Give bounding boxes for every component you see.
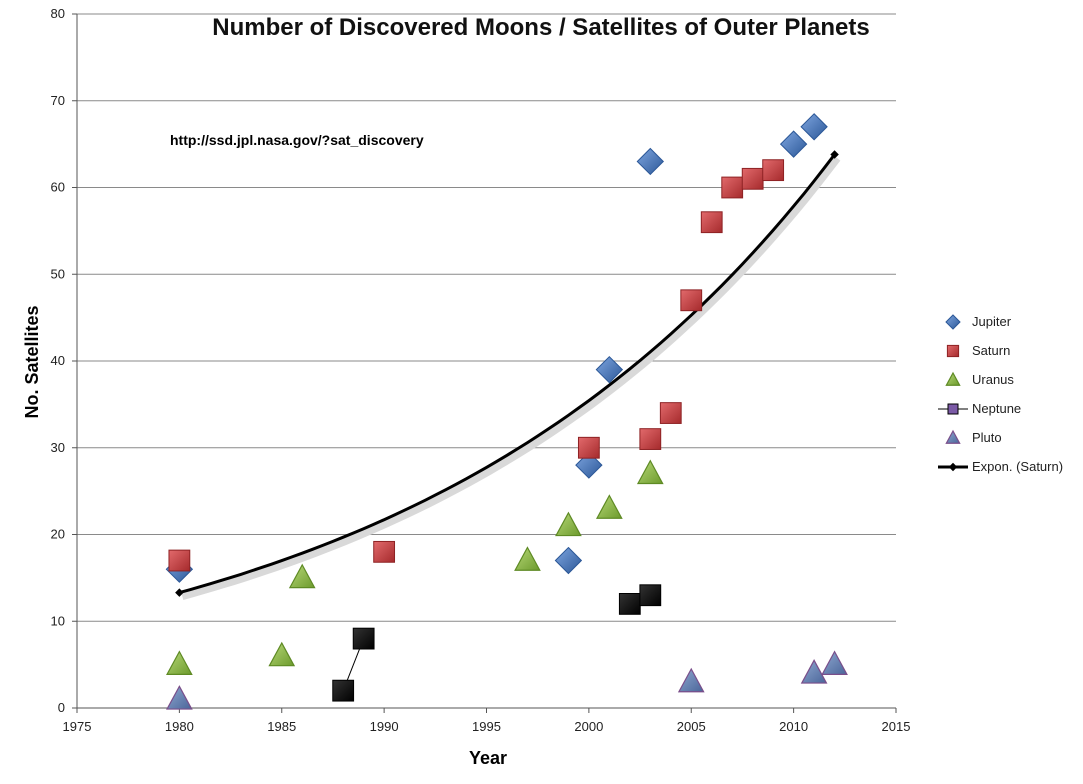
uranus-point [555,511,582,537]
data-marks [165,113,848,710]
saturn-point [659,402,682,424]
saturn-point [700,211,723,234]
y-tick-label: 50 [51,266,65,281]
jupiter-point [800,113,828,141]
legend-trendline-marker [948,462,958,472]
uranus-point [595,494,623,519]
pluto-point [677,667,705,693]
neptune-point [332,679,355,702]
legend-saturn-label: Saturn [972,343,1010,358]
x-tick-label: 2015 [882,719,911,734]
legend-saturn-marker [946,344,960,358]
x-tick-label: 1980 [165,719,194,734]
saturn-point [680,289,703,312]
axes: 0 10 20 30 40 50 60 70 80 1975 1980 1985 1990 1995 200… [51,6,911,734]
y-tick-label: 0 [58,700,65,715]
y-tick-label: 80 [51,6,65,21]
legend-neptune-label: Neptune [972,401,1021,416]
jupiter-point [636,147,665,176]
saturn-point [639,428,662,450]
gridlines [77,13,896,622]
x-tick-label: 2005 [677,719,706,734]
saturn-point [762,159,785,182]
chart-title: Number of Discovered Moons / Satellites … [212,14,869,41]
saturn-point [721,176,744,199]
legend-uranus-label: Uranus [972,372,1014,387]
jupiter-point [554,546,583,575]
source-annotation: http://ssd.jpl.nasa.gov/?sat_discovery [170,132,424,148]
trendline-shadow [181,156,841,600]
x-axis-label: Year [469,748,507,768]
jupiter-point [779,130,808,158]
legend-trendline-label: Expon. (Saturn) [972,459,1063,474]
legend-neptune-marker [947,403,959,415]
jupiter-point [595,355,624,384]
y-tick-label: 10 [51,613,65,628]
uranus-point [636,459,664,485]
legend-uranus-marker [945,371,961,386]
trendline [175,150,841,600]
neptune-point [618,593,641,615]
pluto-point [166,685,193,710]
y-tick-label: 20 [51,527,65,542]
legend-jupiter-label: Jupiter [972,314,1012,329]
saturn-point [577,436,600,459]
neptune-point [639,584,662,607]
legend-pluto-label: Pluto [972,430,1002,445]
uranus-point [288,563,316,589]
pluto-point [800,659,828,684]
x-tick-label: 2010 [779,719,808,734]
legend: Jupiter Saturn Uranus Neptune Pluto Expon. (S… [938,314,1063,474]
y-tick-label: 40 [51,353,65,368]
neptune-point [352,627,375,650]
x-tick-label: 1985 [267,719,296,734]
y-tick-label: 60 [51,180,65,195]
y-axis-label: No. Satellites [22,305,42,418]
saturn-point [168,549,191,572]
x-tick-label: 1990 [370,719,399,734]
saturn-point [373,540,396,563]
uranus-point [514,546,541,571]
uranus-point [268,641,296,667]
y-tick-label: 30 [51,440,65,455]
legend-pluto-marker [945,429,961,444]
trendline-path [179,153,836,595]
uranus-point [166,650,193,675]
x-tick-label: 1975 [63,719,92,734]
legend-jupiter-marker [945,314,961,330]
saturn-point [741,167,764,190]
x-tick-label: 1995 [472,719,501,734]
pluto-point [821,650,848,675]
x-tick-label: 2000 [574,719,603,734]
y-tick-label: 70 [51,93,65,108]
